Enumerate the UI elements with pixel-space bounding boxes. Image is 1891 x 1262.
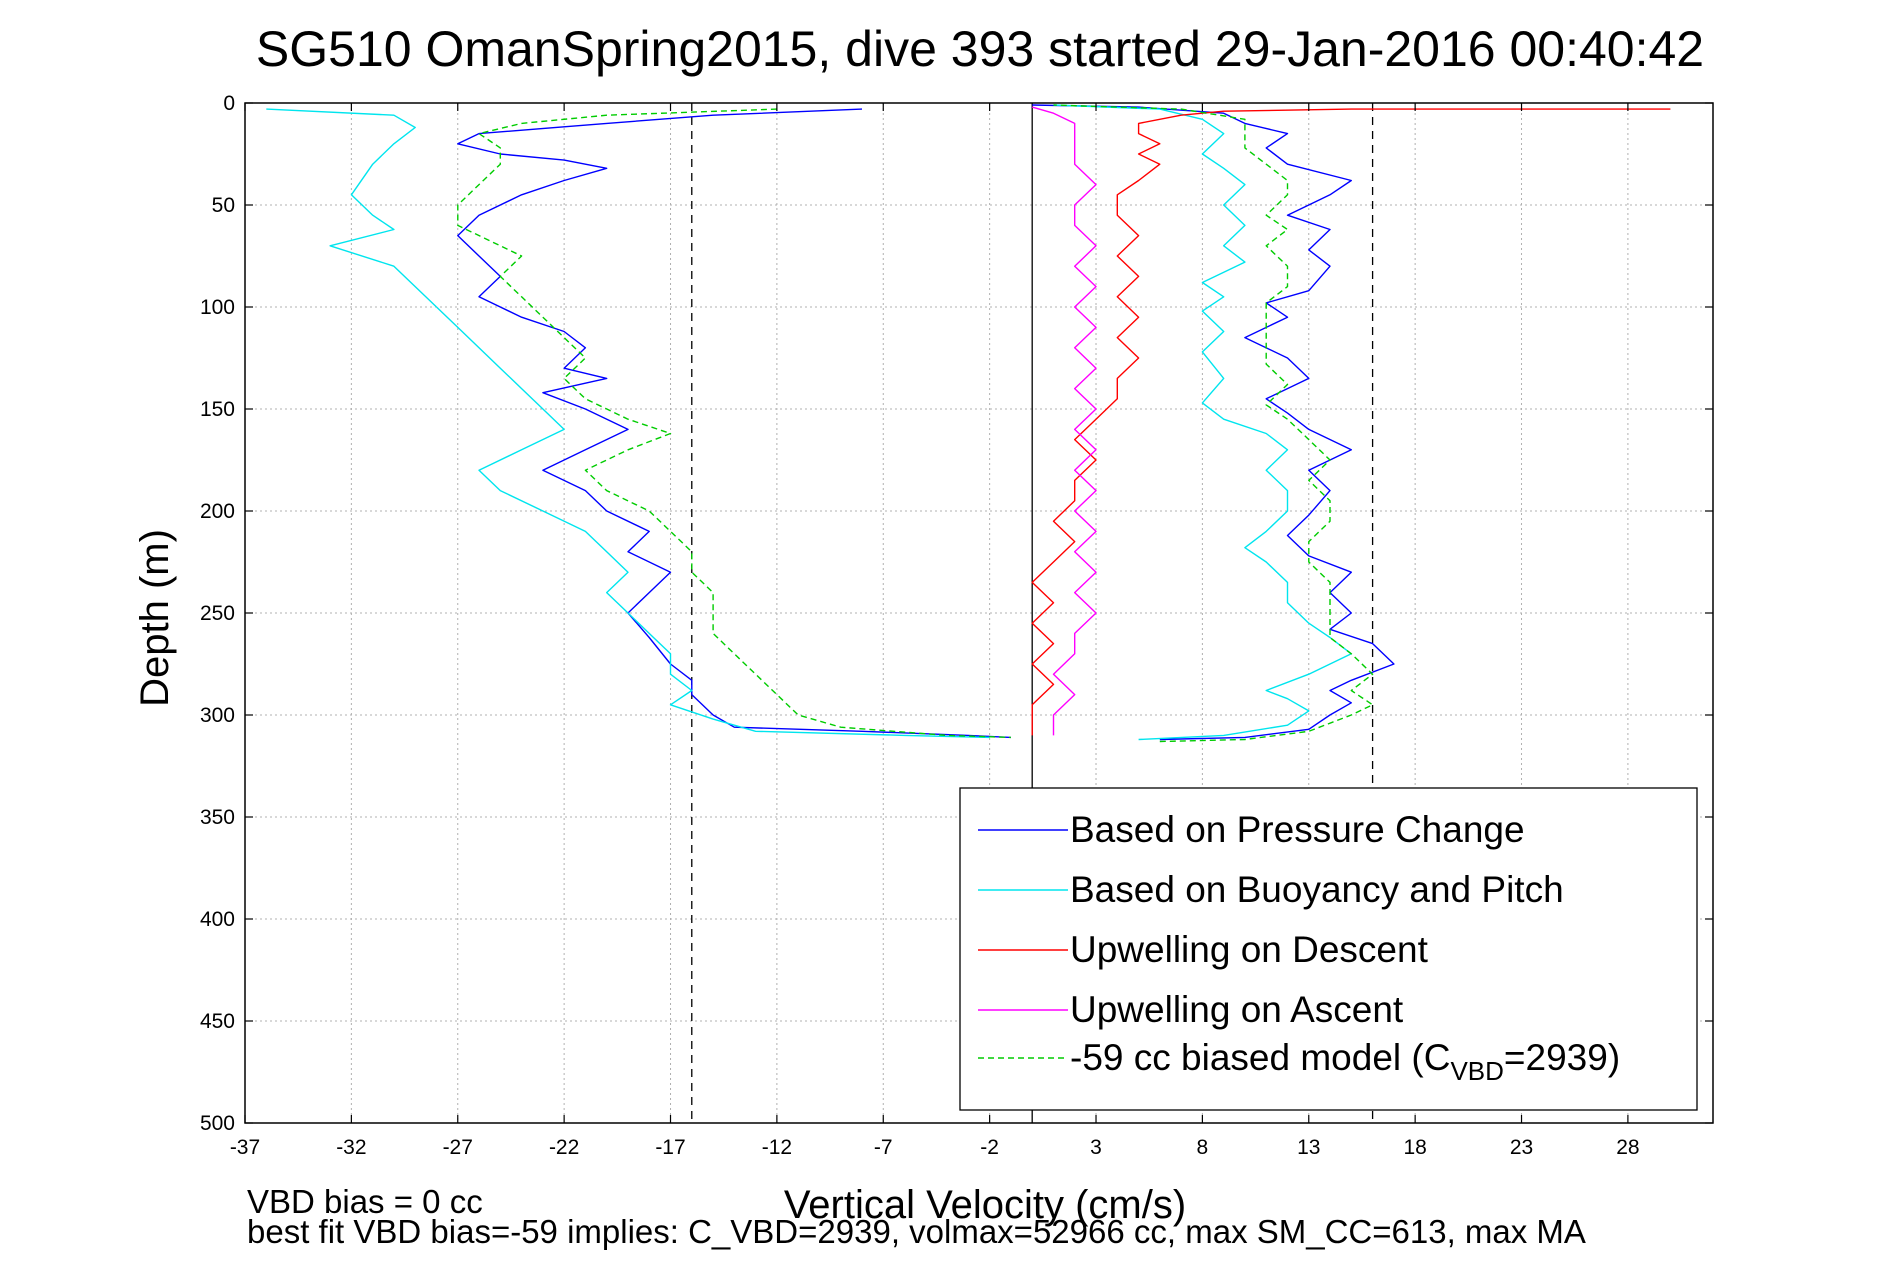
x-tick-label: -37 bbox=[230, 1136, 260, 1159]
y-tick-label: 50 bbox=[212, 194, 235, 217]
y-axis-ticks: 0 50 100 150 200 250 300 350 400 450 500 bbox=[200, 92, 1713, 1135]
legend-label: -59 cc biased model (CVBD=2939) bbox=[1070, 1037, 1620, 1086]
x-axis-label: Vertical Velocity (cm/s) bbox=[784, 1183, 1186, 1227]
x-tick-label: 13 bbox=[1297, 1136, 1320, 1159]
series-5-descent-line bbox=[457, 108, 1011, 739]
legend-label: Upwelling on Descent bbox=[1070, 929, 1429, 970]
series-3-descent-line bbox=[1031, 108, 1671, 736]
x-tick-label: -22 bbox=[549, 1136, 579, 1159]
y-tick-label: 500 bbox=[200, 1112, 235, 1135]
legend-label: Based on Buoyancy and Pitch bbox=[1070, 869, 1564, 910]
chart-title: SG510 OmanSpring2015, dive 393 started 2… bbox=[256, 21, 1704, 77]
x-tick-label: -2 bbox=[980, 1136, 999, 1159]
series-1-ascent-line bbox=[1032, 104, 1395, 741]
x-tick-label: 18 bbox=[1403, 1136, 1426, 1159]
annotation-best-fit: best fit VBD bias=-59 implies: C_VBD=293… bbox=[247, 1213, 1586, 1250]
x-tick-label: 28 bbox=[1616, 1136, 1639, 1159]
series-group bbox=[266, 104, 1671, 743]
x-axis-ticks: -37 -32 -27 -22 -17 -12 -7 -2 3 8 13 18 23 28 bbox=[230, 103, 1640, 1159]
series-1-descent-line bbox=[457, 108, 1011, 739]
y-axis-label: Depth (m) bbox=[133, 529, 177, 707]
x-tick-label: 3 bbox=[1090, 1136, 1102, 1159]
series-2-ascent-line bbox=[1053, 104, 1352, 741]
x-tick-label: 8 bbox=[1197, 1136, 1209, 1159]
y-tick-label: 400 bbox=[200, 908, 235, 931]
series-5-ascent-line bbox=[1053, 104, 1374, 743]
legend-label: Upwelling on Ascent bbox=[1070, 989, 1404, 1030]
x-tick-label: -17 bbox=[655, 1136, 685, 1159]
y-tick-label: 300 bbox=[200, 704, 235, 727]
y-tick-label: 350 bbox=[200, 806, 235, 829]
series-2-descent-line bbox=[266, 108, 990, 739]
y-tick-label: 150 bbox=[200, 398, 235, 421]
y-tick-label: 200 bbox=[200, 500, 235, 523]
y-tick-label: 450 bbox=[200, 1010, 235, 1033]
y-tick-label: 0 bbox=[223, 92, 235, 115]
x-tick-label: 23 bbox=[1510, 1136, 1533, 1159]
y-tick-label: 250 bbox=[200, 602, 235, 625]
x-tick-label: -27 bbox=[443, 1136, 473, 1159]
legend-box bbox=[959, 787, 1698, 1111]
legend: Based on Pressure Change Based on Buoyanc… bbox=[959, 787, 1698, 1111]
annotation-vbd-bias: VBD bias = 0 cc bbox=[247, 1183, 483, 1220]
series-4-ascent-line bbox=[1032, 106, 1097, 736]
x-tick-label: -7 bbox=[874, 1136, 893, 1159]
x-tick-label: -12 bbox=[762, 1136, 792, 1159]
legend-label: Based on Pressure Change bbox=[1070, 809, 1525, 850]
x-tick-label: -32 bbox=[336, 1136, 366, 1159]
y-tick-label: 100 bbox=[200, 296, 235, 319]
